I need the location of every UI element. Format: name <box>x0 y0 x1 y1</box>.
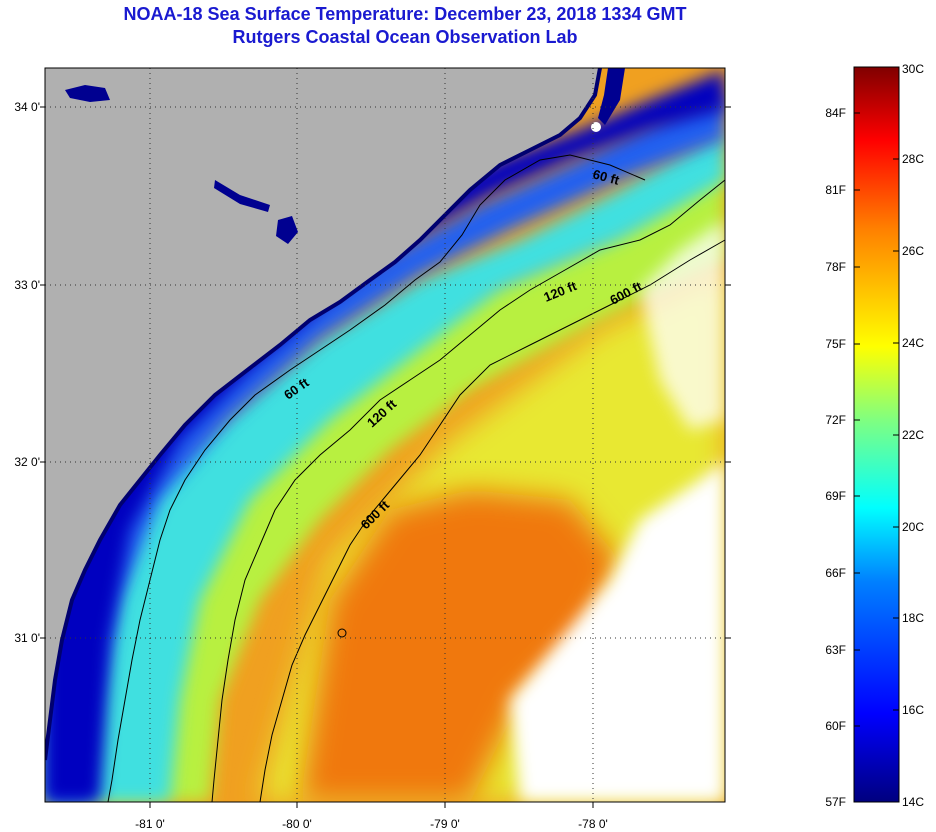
colorbar-c-label: 24C <box>902 336 924 350</box>
map-frame <box>44 67 726 803</box>
lat-label: 33 0' <box>14 278 40 292</box>
lat-label: 32 0' <box>14 455 40 469</box>
lat-label: 31 0' <box>14 631 40 645</box>
inland-lake <box>276 216 298 244</box>
lon-label: -81 0' <box>135 817 165 831</box>
colorbar-c-label: 16C <box>902 703 924 717</box>
colorbar-f-label: 57F <box>825 795 846 809</box>
axis-ticks <box>40 106 731 808</box>
cloud-cover-south <box>510 460 725 802</box>
colorbar-f-label: 60F <box>825 719 846 733</box>
graticule <box>45 68 725 802</box>
colorbar-f-label: 75F <box>825 337 846 351</box>
contour-60ft <box>107 154 646 803</box>
coastline <box>45 68 602 761</box>
colorbar-c-label: 14C <box>902 795 924 809</box>
colorbar-c-label: 18C <box>902 611 924 625</box>
sst-band-mid <box>45 160 725 802</box>
buoy-marker <box>337 628 347 638</box>
lon-label: -80 0' <box>282 817 312 831</box>
cape-marker <box>591 122 601 132</box>
colorbar-f-label: 63F <box>825 643 846 657</box>
gulf-stream-core <box>300 490 620 802</box>
contour-label: 60 ft <box>591 166 621 188</box>
land <box>45 68 600 760</box>
colorbar-celsius: 30C 28C 26C 24C 22C 20C 18C 16C 14C <box>902 62 924 809</box>
lat-label: 34 0' <box>14 100 40 114</box>
colorbar-c-label: 30C <box>902 62 924 76</box>
sst-band-cold <box>45 70 725 802</box>
colorbar-fahrenheit: 84F 81F 78F 75F 72F 69F 66F 63F 60F 57F <box>825 106 846 809</box>
map-title: NOAA-18 Sea Surface Temperature: Decembe… <box>123 4 687 24</box>
contour-600ft <box>259 239 726 803</box>
inland-river <box>214 180 270 212</box>
coastal-sound <box>598 68 625 125</box>
map-subtitle: Rutgers Coastal Ocean Observation Lab <box>232 27 578 47</box>
colorbar-f-label: 78F <box>825 260 846 274</box>
colorbar-c-label: 20C <box>902 520 924 534</box>
colorbar-f-label: 66F <box>825 566 846 580</box>
lon-label: -78 0' <box>578 817 608 831</box>
colorbar-f-label: 81F <box>825 183 846 197</box>
colorbar-f-label: 69F <box>825 489 846 503</box>
colorbar-c-label: 26C <box>902 244 924 258</box>
lon-label: -79 0' <box>430 817 460 831</box>
colorbar-f-label: 72F <box>825 413 846 427</box>
contour-120ft <box>211 179 726 803</box>
cloud-cover-north <box>640 220 725 430</box>
colorbar-f-label: 84F <box>825 106 846 120</box>
colorbar <box>853 66 900 803</box>
sst-band-coastal <box>45 95 725 802</box>
colorbar-c-label: 22C <box>902 428 924 442</box>
inland-lake <box>65 85 110 102</box>
colorbar-c-label: 28C <box>902 152 924 166</box>
